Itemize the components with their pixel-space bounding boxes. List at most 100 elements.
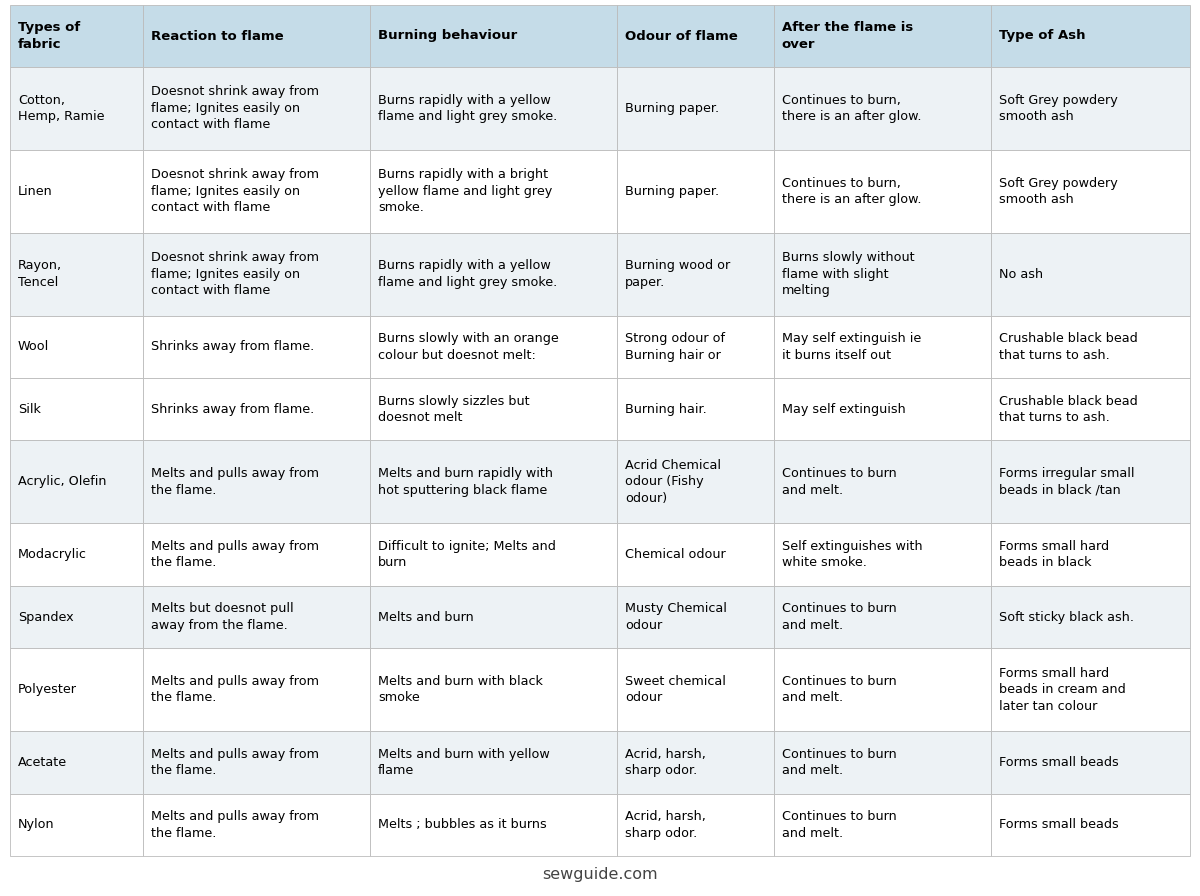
- Text: Burns slowly sizzles but
doesnot melt: Burns slowly sizzles but doesnot melt: [378, 394, 529, 424]
- Text: Burning wood or
paper.: Burning wood or paper.: [625, 260, 730, 289]
- Text: Odour of flame: Odour of flame: [625, 30, 738, 42]
- Bar: [991, 5, 1190, 67]
- Bar: [10, 523, 143, 586]
- Bar: [370, 523, 617, 586]
- Text: Polyester: Polyester: [18, 683, 77, 696]
- Text: Acrylic, Olefin: Acrylic, Olefin: [18, 476, 107, 488]
- Bar: [10, 5, 143, 67]
- Text: Melts ; bubbles as it burns: Melts ; bubbles as it burns: [378, 818, 547, 831]
- Bar: [370, 233, 617, 315]
- Text: Doesnot shrink away from
flame; Ignites easily on
contact with flame: Doesnot shrink away from flame; Ignites …: [151, 168, 319, 214]
- Bar: [10, 731, 143, 794]
- Text: Reaction to flame: Reaction to flame: [151, 30, 283, 42]
- Bar: [774, 315, 991, 378]
- Text: Difficult to ignite; Melts and
burn: Difficult to ignite; Melts and burn: [378, 539, 556, 569]
- Bar: [617, 441, 774, 523]
- Text: Melts but doesnot pull
away from the flame.: Melts but doesnot pull away from the fla…: [151, 602, 293, 632]
- Bar: [143, 378, 370, 441]
- Text: Melts and burn rapidly with
hot sputtering black flame: Melts and burn rapidly with hot sputteri…: [378, 467, 553, 496]
- Text: Sweet chemical
odour: Sweet chemical odour: [625, 675, 726, 704]
- Text: Melts and burn with yellow
flame: Melts and burn with yellow flame: [378, 747, 550, 777]
- Text: Forms small beads: Forms small beads: [998, 756, 1118, 769]
- Text: Melts and burn: Melts and burn: [378, 610, 474, 624]
- Bar: [370, 5, 617, 67]
- Text: Chemical odour: Chemical odour: [625, 548, 726, 561]
- Text: Melts and pulls away from
the flame.: Melts and pulls away from the flame.: [151, 810, 319, 840]
- Bar: [991, 731, 1190, 794]
- Text: Continues to burn
and melt.: Continues to burn and melt.: [781, 602, 896, 632]
- Text: Burning paper.: Burning paper.: [625, 185, 719, 198]
- Bar: [617, 523, 774, 586]
- Bar: [370, 586, 617, 648]
- Text: Acetate: Acetate: [18, 756, 67, 769]
- Bar: [143, 586, 370, 648]
- Bar: [370, 441, 617, 523]
- Text: Forms small hard
beads in black: Forms small hard beads in black: [998, 539, 1109, 569]
- Text: Type of Ash: Type of Ash: [998, 30, 1086, 42]
- Text: Soft Grey powdery
smooth ash: Soft Grey powdery smooth ash: [998, 177, 1117, 206]
- Bar: [774, 586, 991, 648]
- Bar: [991, 67, 1190, 150]
- Bar: [991, 150, 1190, 233]
- Text: sewguide.com: sewguide.com: [542, 866, 658, 882]
- Text: Continues to burn
and melt.: Continues to burn and melt.: [781, 747, 896, 777]
- Text: Melts and pulls away from
the flame.: Melts and pulls away from the flame.: [151, 539, 319, 569]
- Bar: [617, 315, 774, 378]
- Text: May self extinguish: May self extinguish: [781, 403, 905, 416]
- Bar: [991, 523, 1190, 586]
- Bar: [991, 233, 1190, 315]
- Bar: [143, 233, 370, 315]
- Bar: [617, 378, 774, 441]
- Bar: [617, 586, 774, 648]
- Text: Melts and burn with black
smoke: Melts and burn with black smoke: [378, 675, 542, 704]
- Bar: [774, 731, 991, 794]
- Text: Soft sticky black ash.: Soft sticky black ash.: [998, 610, 1134, 624]
- Text: Continues to burn,
there is an after glow.: Continues to burn, there is an after glo…: [781, 177, 922, 206]
- Bar: [774, 5, 991, 67]
- Text: Burning paper.: Burning paper.: [625, 102, 719, 115]
- Text: Spandex: Spandex: [18, 610, 73, 624]
- Bar: [370, 67, 617, 150]
- Bar: [370, 315, 617, 378]
- Text: Rayon,
Tencel: Rayon, Tencel: [18, 260, 62, 289]
- Bar: [991, 441, 1190, 523]
- Text: Melts and pulls away from
the flame.: Melts and pulls away from the flame.: [151, 747, 319, 777]
- Text: Melts and pulls away from
the flame.: Melts and pulls away from the flame.: [151, 467, 319, 496]
- Bar: [370, 648, 617, 731]
- Text: Burns rapidly with a bright
yellow flame and light grey
smoke.: Burns rapidly with a bright yellow flame…: [378, 168, 552, 214]
- Bar: [991, 378, 1190, 441]
- Text: Types of
fabric: Types of fabric: [18, 22, 80, 51]
- Bar: [10, 586, 143, 648]
- Text: Soft Grey powdery
smooth ash: Soft Grey powdery smooth ash: [998, 94, 1117, 123]
- Bar: [10, 378, 143, 441]
- Text: Forms small hard
beads in cream and
later tan colour: Forms small hard beads in cream and late…: [998, 667, 1126, 712]
- Bar: [143, 731, 370, 794]
- Text: Crushable black bead
that turns to ash.: Crushable black bead that turns to ash.: [998, 394, 1138, 424]
- Bar: [617, 5, 774, 67]
- Bar: [774, 523, 991, 586]
- Bar: [774, 67, 991, 150]
- Text: Melts and pulls away from
the flame.: Melts and pulls away from the flame.: [151, 675, 319, 704]
- Bar: [617, 648, 774, 731]
- Text: Self extinguishes with
white smoke.: Self extinguishes with white smoke.: [781, 539, 923, 569]
- Bar: [991, 315, 1190, 378]
- Text: Continues to burn
and melt.: Continues to burn and melt.: [781, 675, 896, 704]
- Bar: [370, 794, 617, 856]
- Text: Nylon: Nylon: [18, 818, 55, 831]
- Bar: [991, 794, 1190, 856]
- Text: Continues to burn,
there is an after glow.: Continues to burn, there is an after glo…: [781, 94, 922, 123]
- Bar: [143, 5, 370, 67]
- Text: Burns slowly without
flame with slight
melting: Burns slowly without flame with slight m…: [781, 251, 914, 297]
- Text: Doesnot shrink away from
flame; Ignites easily on
contact with flame: Doesnot shrink away from flame; Ignites …: [151, 85, 319, 132]
- Text: Modacrylic: Modacrylic: [18, 548, 86, 561]
- Text: Strong odour of
Burning hair or: Strong odour of Burning hair or: [625, 332, 725, 362]
- Bar: [143, 794, 370, 856]
- Text: Musty Chemical
odour: Musty Chemical odour: [625, 602, 727, 632]
- Bar: [10, 315, 143, 378]
- Bar: [143, 441, 370, 523]
- Text: Acrid, harsh,
sharp odor.: Acrid, harsh, sharp odor.: [625, 810, 706, 840]
- Text: Burns rapidly with a yellow
flame and light grey smoke.: Burns rapidly with a yellow flame and li…: [378, 94, 557, 123]
- Bar: [617, 731, 774, 794]
- Bar: [617, 233, 774, 315]
- Text: Burning behaviour: Burning behaviour: [378, 30, 517, 42]
